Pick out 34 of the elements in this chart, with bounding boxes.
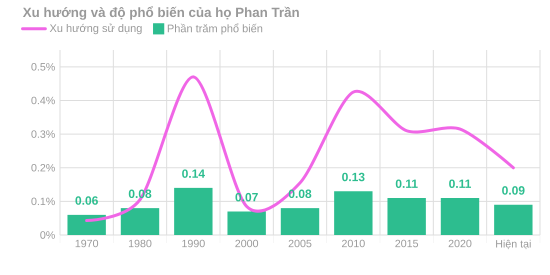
bar [280, 208, 320, 235]
data-label: 0.08 [288, 190, 312, 198]
x-tick-label: Hiện tại [496, 240, 531, 250]
bar [494, 204, 533, 235]
y-tick-label: 0.1% [31, 198, 55, 206]
y-tick-label: 0.2% [31, 164, 55, 172]
data-label: 0.11 [396, 179, 418, 188]
legend-label: Phần trăm phổ biến [168, 23, 262, 35]
y-tick-label: 0% [40, 231, 55, 239]
y-tick-label: 0.5% [31, 63, 55, 71]
x-tick-label: 1990 [182, 240, 205, 248]
chart-title: Xu hướng và độ phổ biến của họ Phan Trần [22, 6, 299, 20]
legend-label: Xu hướng sử dụng [50, 24, 142, 34]
bar [120, 208, 160, 235]
bar [67, 214, 106, 235]
x-tick-label: 2010 [342, 240, 365, 248]
x-tick-label: 2020 [448, 240, 472, 248]
bar [440, 198, 480, 235]
x-tick-label: 1980 [128, 240, 152, 248]
bar [334, 191, 373, 235]
bar [387, 198, 426, 235]
data-label: 0.09 [502, 186, 525, 195]
data-label: 0.13 [342, 172, 365, 182]
x-tick-label: 2000 [235, 240, 258, 248]
bar [174, 188, 213, 235]
data-label: 0.11 [449, 179, 472, 188]
data-label: 0.14 [182, 169, 205, 178]
bar [227, 211, 266, 235]
y-tick-label: 0.3% [31, 130, 55, 138]
x-tick-label: 1970 [76, 240, 98, 248]
x-tick-label: 2015 [395, 240, 418, 248]
data-label: 0.06 [75, 196, 98, 205]
y-tick-label: 0.4% [31, 96, 55, 104]
x-tick-label: 2005 [288, 240, 312, 248]
